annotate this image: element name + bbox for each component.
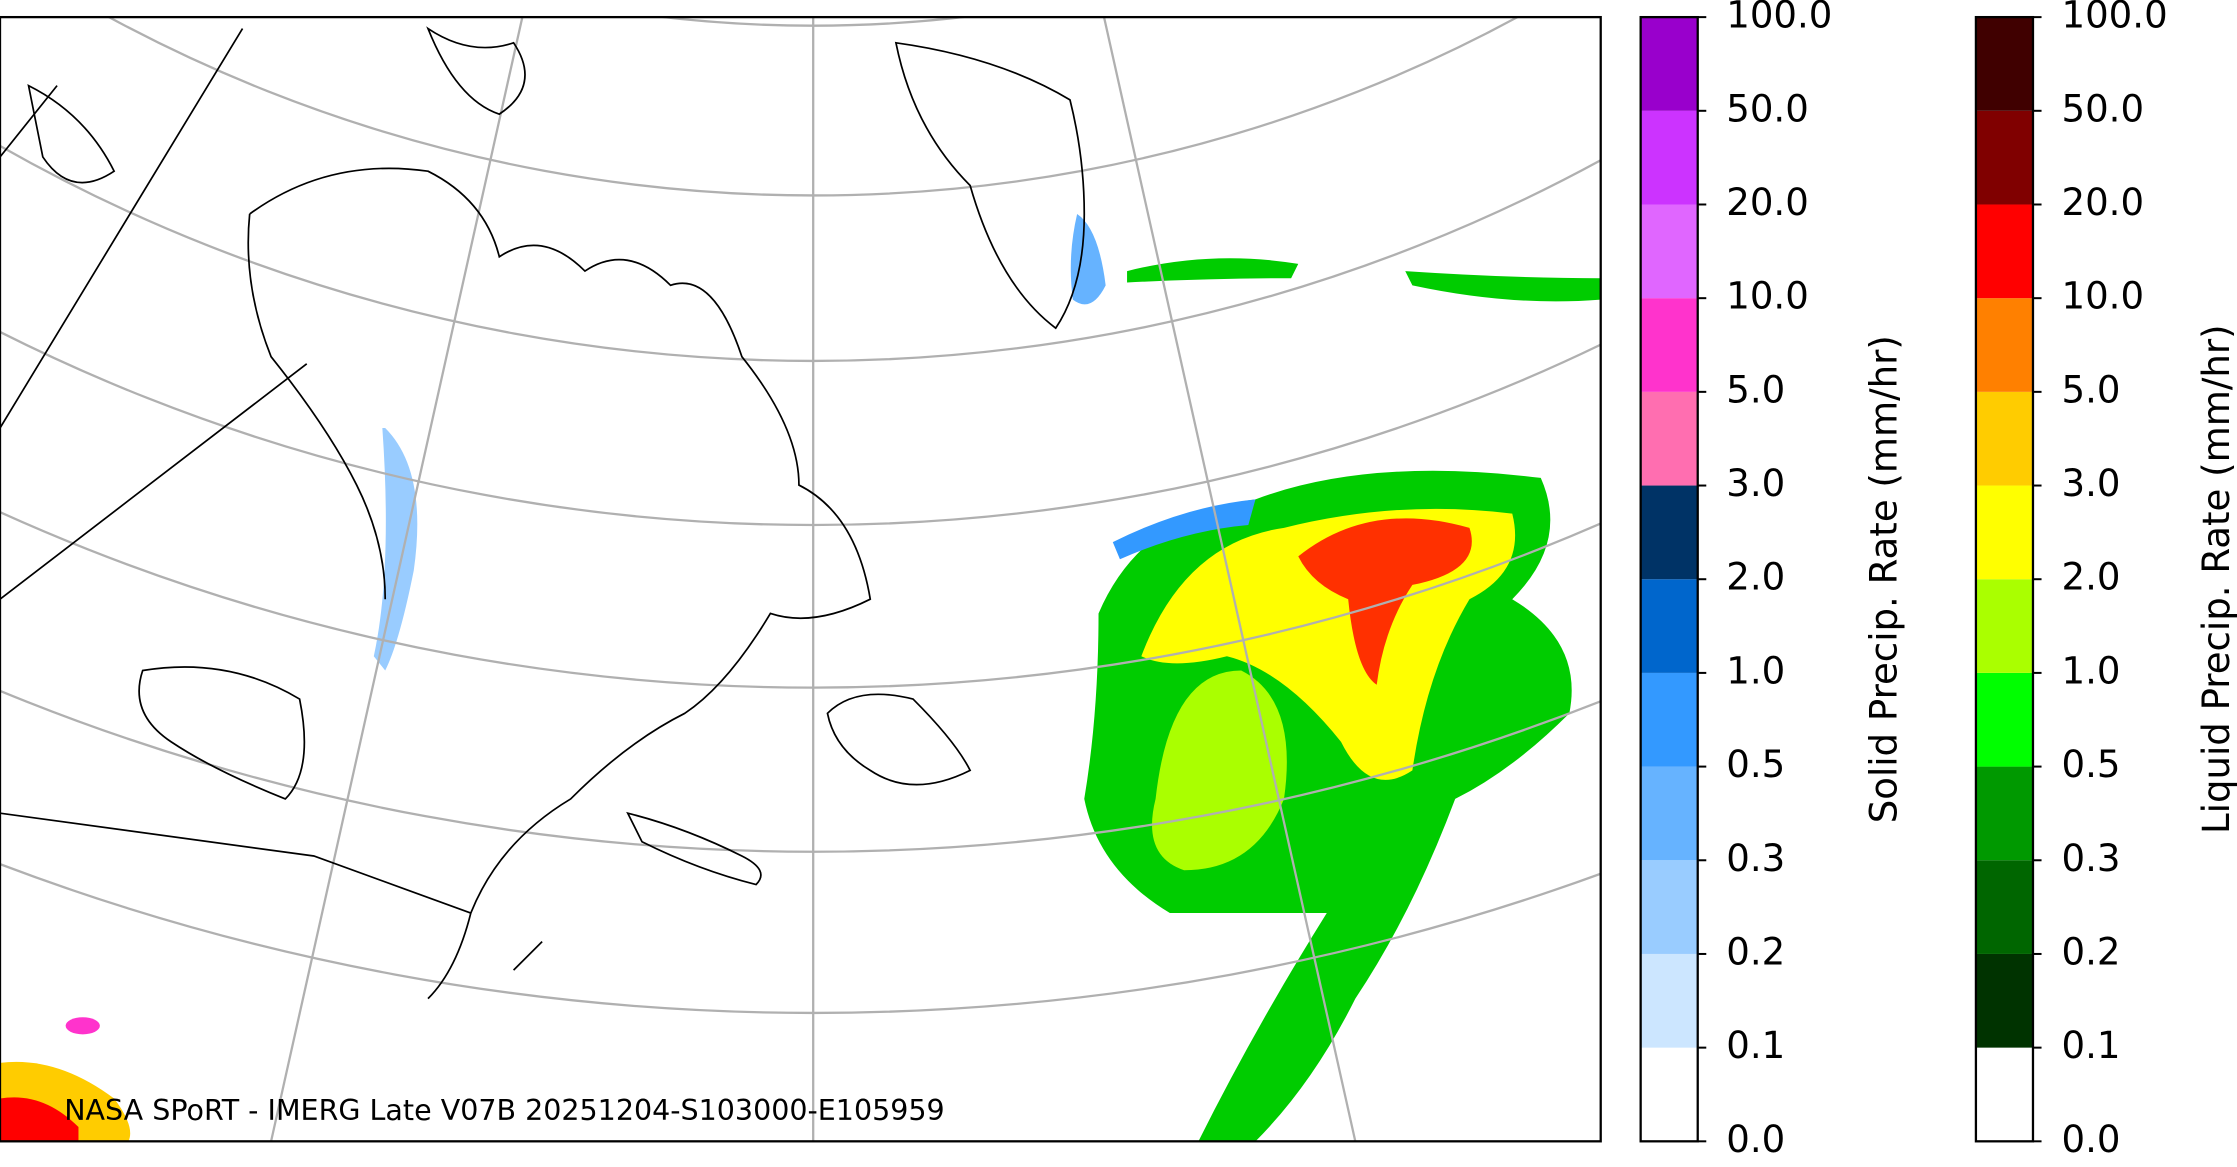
colorbar-label: Liquid Precip. Rate (mm/hr): [2195, 324, 2237, 834]
colorbar-tick-label: 3.0: [2062, 462, 2121, 505]
colorbar-tick-label: 10.0: [1726, 275, 1809, 318]
colorbar-tick-label: 0.3: [1726, 837, 1785, 880]
colorbar-tick-label: 20.0: [2062, 181, 2145, 224]
colorbar-segment: [1640, 110, 1698, 205]
snow-area: [1112, 499, 1256, 560]
colorbar-tick-label: 1.0: [1726, 649, 1785, 692]
colorbar-tick-label: 50.0: [1726, 87, 1809, 130]
longitude-line: [269, 17, 524, 1142]
colorbar-segment: [1640, 391, 1698, 486]
colorbar-segment: [1975, 579, 2033, 673]
colorbar-segment: [1640, 204, 1698, 299]
colorbar-segment: [1640, 672, 1698, 767]
colorbar-tick-label: 0.5: [1726, 743, 1785, 786]
colorbar-tick-label: 0.3: [2062, 837, 2121, 880]
colorbar-segment: [1975, 860, 2033, 954]
colorbar-tick-label: 0.0: [2062, 1118, 2121, 1161]
colorbar-tick-label: 0.1: [2062, 1024, 2121, 1067]
colorbar-segment: [1975, 672, 2033, 767]
colorbar-tick-label: 100.0: [2062, 0, 2168, 37]
colorbar-segment: [1640, 17, 1698, 111]
colorbar-tick-label: 0.0: [1726, 1118, 1785, 1161]
colorbar-tick-label: 0.2: [2062, 930, 2121, 973]
colorbar-tick-label: 0.2: [1726, 930, 1785, 973]
colorbar-tick-label: 5.0: [2062, 368, 2121, 411]
colorbar-segment: [1975, 1047, 2033, 1142]
colorbar-segment: [1975, 298, 2033, 392]
coastlines: [0, 26, 1086, 1000]
graticule: [0, 17, 1601, 1142]
colorbar-segment: [1640, 485, 1698, 580]
colorbar-tick-label: 0.5: [2062, 743, 2121, 786]
colorbar-tick-label: 5.0: [1726, 368, 1785, 411]
colorbar-tick-label: 20.0: [1726, 181, 1809, 224]
colorbar-segment: [1640, 579, 1698, 673]
colorbar-segment: [1640, 1047, 1698, 1142]
colorbar-segment: [1975, 391, 2033, 486]
precipitation: [0, 213, 1601, 1142]
annotation: NASA SPoRT - IMERG Late V07B 20251204-S1…: [64, 1094, 944, 1127]
colorbar-segment: [1640, 298, 1698, 392]
colorbar-segment: [1975, 110, 2033, 205]
map-frame: [0, 15, 1602, 1143]
map: NASA SPoRT - IMERG Late V07B 20251204-S1…: [0, 17, 1601, 1142]
colorbar-tick-label: 3.0: [1726, 462, 1785, 505]
colorbar-segment: [1975, 953, 2033, 1048]
snow-area: [373, 427, 418, 671]
colorbar-segment: [1975, 485, 2033, 580]
snow-area: [1070, 213, 1106, 305]
colorbar-tick-label: 1.0: [2062, 649, 2121, 692]
colorbar-tick-label: 0.1: [1726, 1024, 1785, 1067]
rain-area: [1152, 670, 1287, 871]
colorbar-segment: [1975, 766, 2033, 861]
colorbar-tick-label: 50.0: [2062, 87, 2145, 130]
rain-area: [1298, 518, 1472, 685]
colorbar-segment: [1640, 860, 1698, 954]
colorbar-segment: [1640, 953, 1698, 1048]
rain-area: [1405, 271, 1601, 302]
colorbar-segment: [1640, 766, 1698, 861]
longitude-line: [1102, 17, 1357, 1142]
colorbar-tick-label: 10.0: [2062, 275, 2145, 318]
snow-area: [65, 1017, 100, 1035]
colorbar-label: Solid Precip. Rate (mm/hr): [1863, 335, 1906, 823]
colorbar-tick-label: 2.0: [1726, 556, 1785, 599]
colorbar-tick-label: 2.0: [2062, 556, 2121, 599]
colorbar-tick-label: 100.0: [1726, 0, 1832, 37]
colorbar-segment: [1975, 204, 2033, 299]
colorbar-segment: [1975, 17, 2033, 111]
rain-area: [0, 1097, 79, 1142]
rain-area: [1127, 258, 1299, 283]
